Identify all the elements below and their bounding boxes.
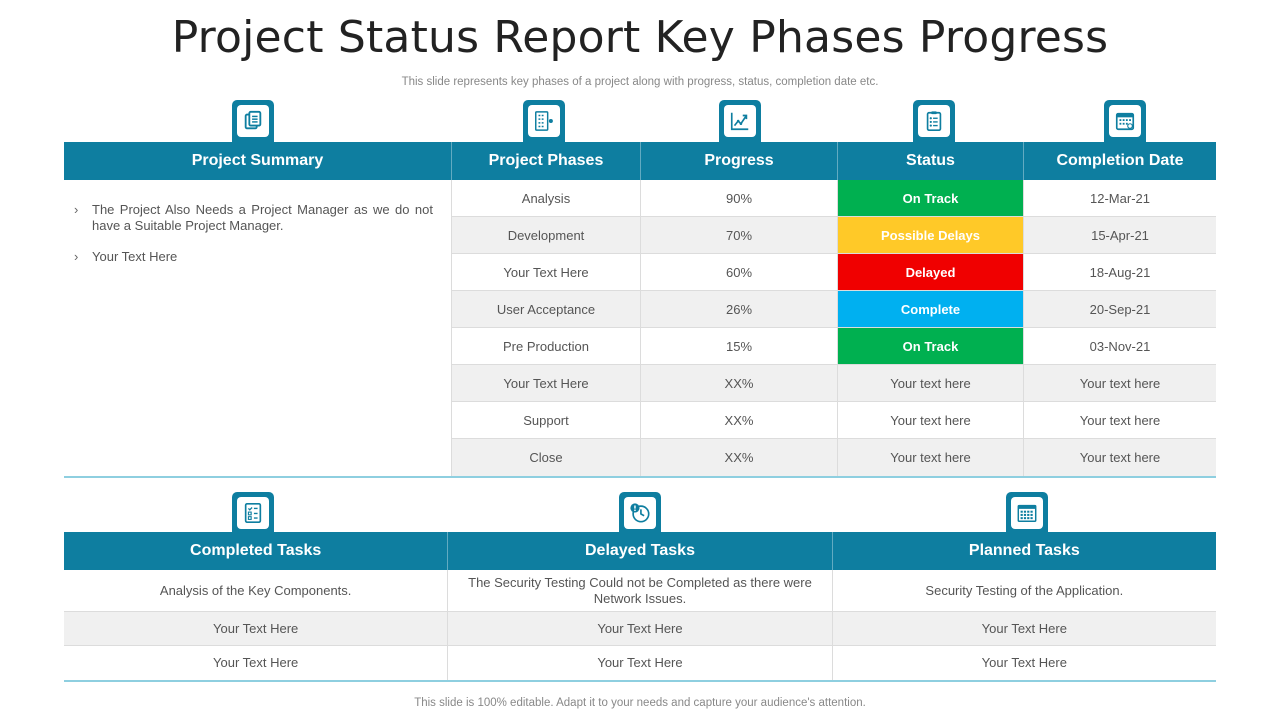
chevron-right-icon: › [74, 249, 79, 264]
phases-table-header: Project Summary Project Phases Progress … [64, 142, 1216, 180]
delayed-task-cell: Your Text Here [448, 612, 833, 645]
status-cell: Delayed [838, 254, 1024, 290]
table-row: Your Text Here Your Text Here Your Text He… [64, 612, 1216, 646]
table-row: Close XX% Your text here Your text here [452, 439, 1216, 476]
tasks-table-header: Completed Tasks Delayed Tasks Planned Ta… [64, 532, 1216, 570]
table-row: Analysis 90% On Track 12-Mar-21 [452, 180, 1216, 217]
clock-alert-icon [619, 492, 661, 536]
planned-task-cell: Your Text Here [981, 655, 1067, 670]
status-cell: Your text here [838, 439, 1024, 476]
phase-cell: Analysis [452, 180, 641, 216]
phase-cell: Your Text Here [452, 254, 641, 290]
phases-table: Project Summary Project Phases Progress … [64, 142, 1216, 478]
status-cell: On Track [838, 180, 1024, 216]
planned-task-cell: Your Text Here [981, 620, 1067, 636]
completion-date-cell: 15-Apr-21 [1091, 227, 1149, 243]
status-cell: Your text here [838, 402, 1024, 438]
delayed-task-cell: Your Text Here [448, 646, 833, 680]
completion-date-cell: 20-Sep-21 [1089, 301, 1151, 317]
status-cell: Possible Delays [838, 217, 1024, 253]
completion-date-cell: Your text here [1079, 450, 1161, 465]
task-checklist-icon [232, 492, 274, 536]
delayed-task-cell: The Security Testing Could not be Comple… [448, 570, 833, 611]
line-chart-icon [719, 100, 761, 144]
calendar-icon [1104, 100, 1146, 144]
header-project-phases: Project Phases [452, 142, 641, 180]
phase-rows: Analysis 90% On Track 12-Mar-21 Development 7… [452, 180, 1216, 476]
completion-date-cell: 03-Nov-21 [1089, 338, 1151, 354]
phase-cell: Close [452, 439, 641, 476]
progress-cell: 90% [641, 180, 838, 216]
completed-task-cell: Your Text Here [64, 612, 449, 645]
phase-cell: Pre Production [452, 328, 641, 364]
progress-cell: XX% [641, 365, 838, 401]
header-delayed-tasks: Delayed Tasks [448, 532, 833, 570]
calendar-grid-icon [1006, 492, 1048, 536]
header-project-summary: Project Summary [64, 142, 452, 180]
progress-cell: 60% [641, 254, 838, 290]
header-completed-tasks: Completed Tasks [64, 532, 449, 570]
checklist-panel-icon [523, 100, 565, 144]
table-row: Your Text Here Your Text Here Your Text He… [64, 646, 1216, 680]
planned-task-cell: Security Testing of the Application. [925, 582, 1124, 598]
completion-date-cell: Your text here [1079, 412, 1161, 428]
completed-task-cell: Analysis of the Key Components. [64, 570, 449, 611]
progress-cell: XX% [641, 402, 838, 438]
header-completion-date: Completion Date [1056, 152, 1184, 169]
summary-text: Your Text Here [92, 249, 178, 264]
progress-cell: 26% [641, 291, 838, 327]
phase-cell: Support [452, 402, 641, 438]
summary-text: The Project Also Needs a Project Manager… [92, 202, 433, 233]
table-row: Analysis of the Key Components. The Secur… [64, 570, 1216, 612]
task-rows: Analysis of the Key Components. The Secur… [64, 570, 1216, 680]
footer-note: This slide is 100% editable. Adapt it to… [414, 697, 866, 709]
table-row: Pre Production 15% On Track 03-Nov-21 [452, 328, 1216, 365]
table-row: Your Text Here XX% Your text here Your text… [452, 365, 1216, 402]
status-cell: On Track [838, 328, 1024, 364]
completion-date-cell: Your text here [1079, 375, 1161, 391]
phase-cell: Your Text Here [452, 365, 641, 401]
table-row: User Acceptance 26% Complete 20-Sep-21 [452, 291, 1216, 328]
progress-cell: 15% [641, 328, 838, 364]
page-title: Project Status Report Key Phases Progres… [171, 12, 1109, 63]
header-status: Status [838, 142, 1024, 180]
status-cell: Complete [838, 291, 1024, 327]
project-summary: › The Project Also Needs a Project Manag… [64, 180, 452, 476]
completion-date-cell: 18-Aug-21 [1089, 264, 1151, 280]
completion-date-cell: 12-Mar-21 [1090, 190, 1150, 206]
progress-cell: 70% [641, 217, 838, 253]
tasks-table: Completed Tasks Delayed Tasks Planned Ta… [64, 532, 1216, 682]
table-row: Development 70% Possible Delays 15-Apr-21 [452, 217, 1216, 254]
clipboard-icon [913, 100, 955, 144]
page-subtitle: This slide represents key phases of a pr… [401, 76, 879, 88]
progress-cell: XX% [641, 439, 838, 476]
header-progress: Progress [641, 142, 838, 180]
table-row: Your Text Here 60% Delayed 18-Aug-21 [452, 254, 1216, 291]
header-planned-tasks: Planned Tasks [968, 542, 1080, 559]
phase-cell: User Acceptance [452, 291, 641, 327]
status-cell: Your text here [838, 365, 1024, 401]
document-list-icon [232, 100, 274, 144]
summary-item: › The Project Also Needs a Project Manag… [74, 202, 433, 234]
summary-item: › Your Text Here [74, 249, 433, 265]
table-row: Support XX% Your text here Your text here [452, 402, 1216, 439]
phase-cell: Development [452, 217, 641, 253]
chevron-right-icon: › [74, 202, 79, 217]
completed-task-cell: Your Text Here [64, 646, 449, 680]
